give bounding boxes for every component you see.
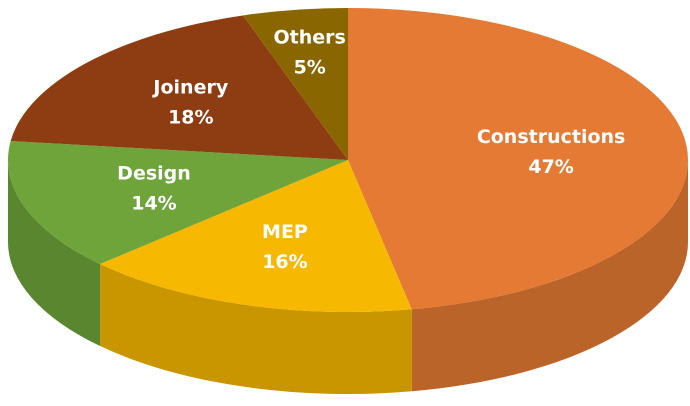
- slice-side: [8, 160, 101, 347]
- slice-value-label: 14%: [131, 193, 176, 215]
- slice-side: [411, 160, 688, 392]
- slice: [7, 140, 348, 265]
- slice-label: MEP: [262, 221, 308, 243]
- slice-side-shade: [411, 160, 688, 392]
- slice: [10, 15, 349, 161]
- slice-value-label: 18%: [168, 106, 213, 128]
- slice: [242, 8, 348, 160]
- slice-value-label: 16%: [262, 251, 307, 273]
- slice-label: Joinery: [151, 76, 228, 98]
- slice: [348, 8, 688, 310]
- slice-side-shade: [100, 264, 412, 394]
- slice-label: Constructions: [477, 126, 626, 148]
- slice-side-shade: [8, 160, 101, 347]
- slice-label: Others: [274, 26, 346, 48]
- slice-side: [100, 264, 412, 394]
- slice-value-label: 47%: [528, 156, 573, 178]
- slice: [100, 160, 412, 312]
- slice-label: Design: [117, 163, 191, 185]
- slice-value-label: 5%: [294, 56, 326, 78]
